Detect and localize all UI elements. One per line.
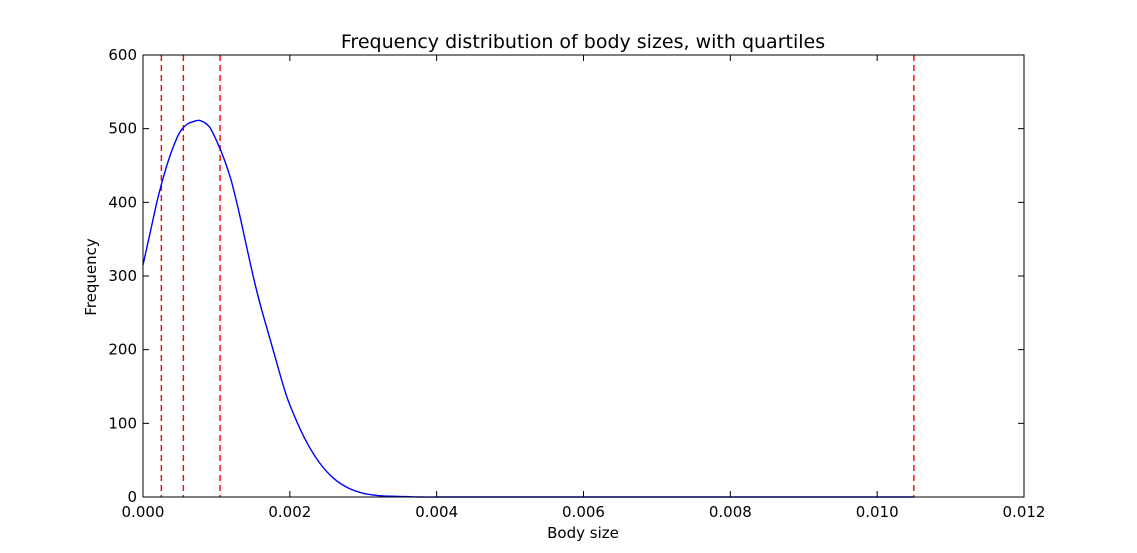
x-axis-label: Body size <box>547 524 619 542</box>
y-tick-label: 200 <box>108 341 137 359</box>
plot-area <box>143 55 1024 497</box>
y-tick-label: 300 <box>108 267 137 285</box>
y-tick-label: 100 <box>108 414 137 432</box>
y-tick-label: 0 <box>127 488 137 506</box>
quartile-lines <box>160 55 915 497</box>
chart-title: Frequency distribution of body sizes, wi… <box>341 31 825 53</box>
x-tick-label: 0.006 <box>562 503 605 521</box>
y-tick-label: 400 <box>108 193 137 211</box>
y-tick-label: 600 <box>108 46 137 64</box>
x-tick-label: 0.004 <box>415 503 458 521</box>
y-axis-label: Frequency <box>82 238 100 316</box>
plot-background <box>143 55 1024 497</box>
x-tick-label: 0.012 <box>1003 503 1046 521</box>
x-tick-label: 0.008 <box>709 503 752 521</box>
x-tick-label: 0.000 <box>122 503 165 521</box>
x-tick-label: 0.010 <box>856 503 899 521</box>
x-tick-label: 0.002 <box>268 503 311 521</box>
axes: 0.000 0.002 0.004 0.006 0.008 0.010 0.012 0 100 2… <box>108 46 1045 521</box>
y-tick-label: 500 <box>108 120 137 138</box>
